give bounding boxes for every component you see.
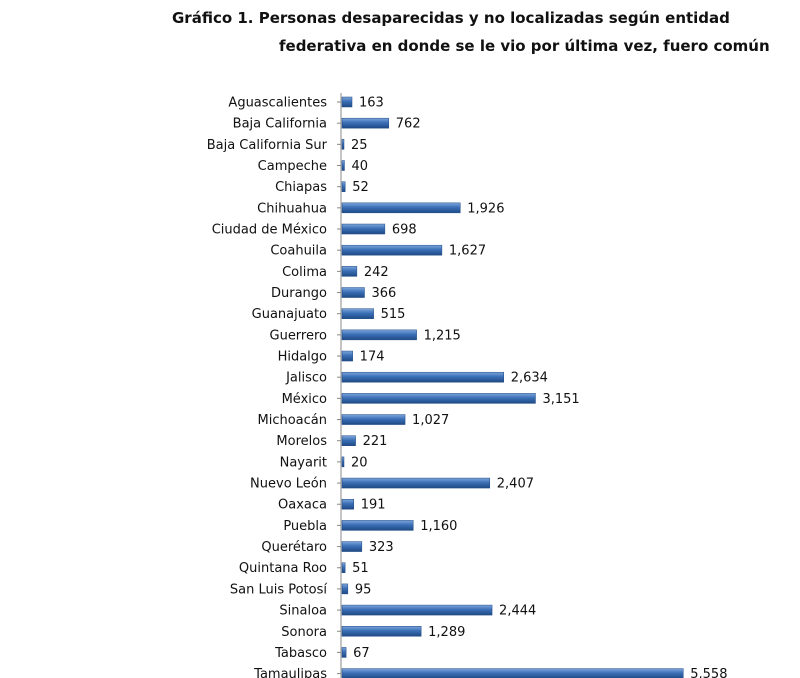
data-label: 20 [351,455,368,470]
category-label: Chihuahua [257,201,327,216]
data-label: 2,444 [499,604,536,619]
category-label: México [282,392,327,407]
category-label: Oaxaca [278,498,327,513]
data-label: 515 [381,307,406,322]
bar [341,329,417,341]
data-label: 2,634 [511,371,548,386]
bar [341,456,345,468]
data-label: 25 [351,138,368,153]
data-label: 5,558 [690,667,727,678]
bar [341,562,346,573]
bar [341,266,358,277]
bar [341,244,443,256]
category-label: Querétaro [261,540,327,555]
bar [341,668,684,678]
bar [341,139,345,150]
data-label: 1,027 [412,413,449,428]
bar [341,308,374,319]
bar [341,541,363,552]
category-label: Tamaulipas [253,667,327,678]
category-label: Michoacán [258,413,328,428]
data-label: 40 [351,159,368,174]
category-label: Morelos [276,434,327,449]
category-label: Baja California Sur [207,138,328,153]
data-label: 698 [392,223,417,238]
category-label: Chiapas [275,180,327,195]
data-label: 1,289 [428,625,465,640]
data-label: 1,926 [467,201,504,216]
bar [341,350,353,362]
category-label: Nuevo León [250,477,327,492]
chart-title-line-2: federativa en donde se le vio por última… [279,37,770,55]
category-label: Puebla [283,519,327,534]
category-label: Durango [271,286,327,301]
category-label: Sonora [281,625,327,640]
category-label: Ciudad de México [212,223,327,238]
category-label: Baja California [233,117,327,132]
category-label: Guanajuato [252,307,327,322]
data-label: 242 [364,265,389,280]
bar [341,223,386,235]
category-label: Quintana Roo [239,561,327,576]
bar [341,287,365,298]
bar [341,202,461,214]
bar [341,160,345,171]
category-label: Aguascalientes [228,96,327,111]
data-label: 51 [352,561,369,576]
bar [341,181,346,192]
category-label: Jalisco [285,371,327,386]
bar [341,604,493,616]
bar [341,647,347,658]
category-label: Coahuila [270,244,327,259]
bar [341,477,491,489]
bar [341,371,504,383]
data-label: 174 [360,350,385,365]
data-label: 95 [355,582,372,597]
bar [341,414,406,425]
data-label: 52 [352,180,369,195]
bar [341,583,349,595]
category-label: Campeche [258,159,327,174]
data-label: 366 [371,286,396,301]
data-label: 221 [363,434,388,449]
data-label: 1,627 [449,244,486,259]
bar [341,626,422,637]
data-label: 323 [369,540,394,555]
category-label: Hidalgo [278,350,327,365]
category-label: San Luis Potosí [230,582,328,597]
data-label: 2,407 [497,477,534,492]
category-label: Guerrero [270,328,328,343]
bar [341,435,356,446]
bar [341,520,414,531]
bar [341,393,536,404]
category-label: Sinaloa [279,604,327,619]
data-label: 163 [359,96,384,111]
data-label: 1,160 [420,519,457,534]
category-label: Colima [282,265,327,280]
data-label: 67 [353,646,370,661]
category-label: Tabasco [274,646,327,661]
category-label: Nayarit [280,455,327,470]
bar [341,498,354,510]
data-label: 3,151 [542,392,579,407]
data-label: 191 [361,498,386,513]
chart-title-line-1: Gráfico 1. Personas desaparecidas y no l… [172,9,730,27]
data-label: 762 [396,117,421,132]
bar [341,117,390,129]
data-label: 1,215 [424,328,461,343]
bar [341,96,353,108]
